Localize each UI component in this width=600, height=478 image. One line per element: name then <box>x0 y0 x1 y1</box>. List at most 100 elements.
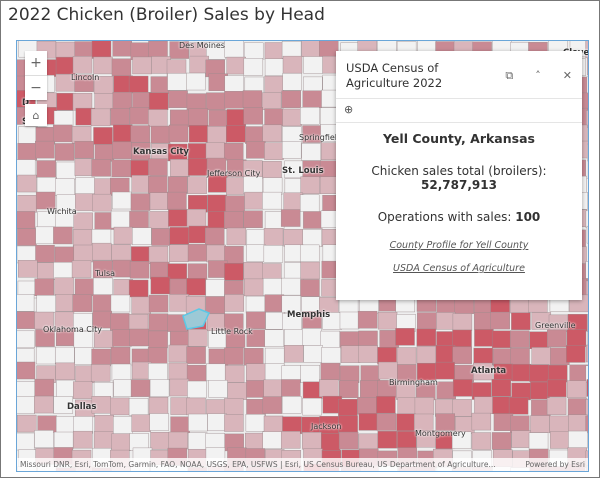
county-shape[interactable] <box>303 211 323 229</box>
county-shape[interactable] <box>168 344 189 363</box>
county-shape[interactable] <box>110 294 131 313</box>
county-shape[interactable] <box>168 362 189 381</box>
county-shape[interactable] <box>56 379 76 398</box>
county-shape[interactable] <box>55 178 75 196</box>
county-shape[interactable] <box>301 41 321 57</box>
county-shape[interactable] <box>569 364 588 383</box>
county-shape[interactable] <box>566 329 587 347</box>
county-shape[interactable] <box>167 73 187 91</box>
county-shape[interactable] <box>188 413 208 432</box>
county-shape[interactable] <box>148 176 168 194</box>
county-shape[interactable] <box>283 229 303 247</box>
county-shape[interactable] <box>397 397 417 415</box>
county-shape[interactable] <box>302 432 322 450</box>
county-shape[interactable] <box>227 382 247 400</box>
county-shape[interactable] <box>113 416 133 434</box>
county-shape[interactable] <box>300 279 320 297</box>
county-shape[interactable] <box>338 398 358 417</box>
county-shape[interactable] <box>34 395 54 414</box>
county-shape[interactable] <box>246 244 266 262</box>
county-shape[interactable] <box>34 278 54 296</box>
county-shape[interactable] <box>17 381 36 399</box>
county-shape[interactable] <box>71 260 92 278</box>
county-shape[interactable] <box>74 158 95 176</box>
county-shape[interactable] <box>263 379 283 398</box>
county-shape[interactable] <box>585 365 588 383</box>
county-shape[interactable] <box>110 108 130 126</box>
county-shape[interactable] <box>148 246 169 264</box>
county-shape[interactable] <box>435 413 456 431</box>
county-shape[interactable] <box>186 346 206 364</box>
county-shape[interactable] <box>320 362 341 381</box>
county-shape[interactable] <box>264 58 285 77</box>
county-shape[interactable] <box>302 229 322 247</box>
county-shape[interactable] <box>302 90 322 108</box>
county-shape[interactable] <box>264 108 284 126</box>
county-shape[interactable] <box>17 330 35 349</box>
county-shape[interactable] <box>244 432 265 451</box>
county-shape[interactable] <box>128 279 149 298</box>
county-shape[interactable] <box>491 379 512 397</box>
county-shape[interactable] <box>55 41 76 60</box>
county-shape[interactable] <box>358 345 378 363</box>
county-shape[interactable] <box>224 91 244 109</box>
county-shape[interactable] <box>112 91 133 110</box>
county-shape[interactable] <box>435 361 455 380</box>
county-shape[interactable] <box>71 126 92 144</box>
county-shape[interactable] <box>265 312 285 330</box>
county-shape[interactable] <box>207 126 227 144</box>
county-shape[interactable] <box>321 347 341 365</box>
county-shape[interactable] <box>303 345 323 363</box>
county-shape[interactable] <box>282 416 302 434</box>
county-shape[interactable] <box>377 311 398 330</box>
county-shape[interactable] <box>585 344 588 363</box>
county-shape[interactable] <box>281 90 301 109</box>
county-shape[interactable] <box>586 379 588 397</box>
county-shape[interactable] <box>493 348 513 366</box>
county-shape[interactable] <box>17 414 37 433</box>
county-shape[interactable] <box>510 415 530 433</box>
county-shape[interactable] <box>35 226 55 245</box>
county-shape[interactable] <box>586 225 588 244</box>
county-shape[interactable] <box>226 227 247 246</box>
county-shape[interactable] <box>130 379 151 397</box>
county-shape[interactable] <box>34 430 54 448</box>
county-shape[interactable] <box>358 433 379 452</box>
county-shape[interactable] <box>245 295 266 314</box>
county-shape[interactable] <box>509 330 530 348</box>
county-shape[interactable] <box>284 329 304 347</box>
county-shape[interactable] <box>587 331 588 349</box>
county-shape[interactable] <box>340 345 361 363</box>
county-shape[interactable] <box>188 124 209 143</box>
county-shape[interactable] <box>319 379 339 397</box>
county-shape[interactable] <box>54 143 75 161</box>
county-shape[interactable] <box>169 244 189 262</box>
county-shape[interactable] <box>131 175 151 193</box>
county-shape[interactable] <box>243 107 263 125</box>
county-shape[interactable] <box>206 92 226 110</box>
county-shape[interactable] <box>17 159 36 177</box>
county-shape[interactable] <box>283 192 303 211</box>
county-shape[interactable] <box>92 242 112 261</box>
county-shape[interactable] <box>169 378 190 397</box>
county-shape[interactable] <box>282 73 302 91</box>
county-shape[interactable] <box>299 194 320 212</box>
county-shape[interactable] <box>263 415 284 434</box>
close-icon[interactable]: ✕ <box>562 69 572 82</box>
county-shape[interactable] <box>511 312 531 330</box>
county-shape[interactable] <box>35 244 55 263</box>
county-shape[interactable] <box>170 416 190 434</box>
county-shape[interactable] <box>94 415 114 433</box>
county-shape[interactable] <box>56 161 76 180</box>
county-shape[interactable] <box>264 75 284 94</box>
county-shape[interactable] <box>132 227 152 245</box>
county-shape[interactable] <box>73 244 94 263</box>
county-shape[interactable] <box>53 226 73 245</box>
county-shape[interactable] <box>170 109 190 128</box>
county-shape[interactable] <box>531 347 551 365</box>
county-shape[interactable] <box>243 210 263 229</box>
county-shape[interactable] <box>17 174 37 193</box>
county-shape[interactable] <box>397 364 417 382</box>
county-shape[interactable] <box>148 109 168 127</box>
county-shape[interactable] <box>92 260 113 278</box>
